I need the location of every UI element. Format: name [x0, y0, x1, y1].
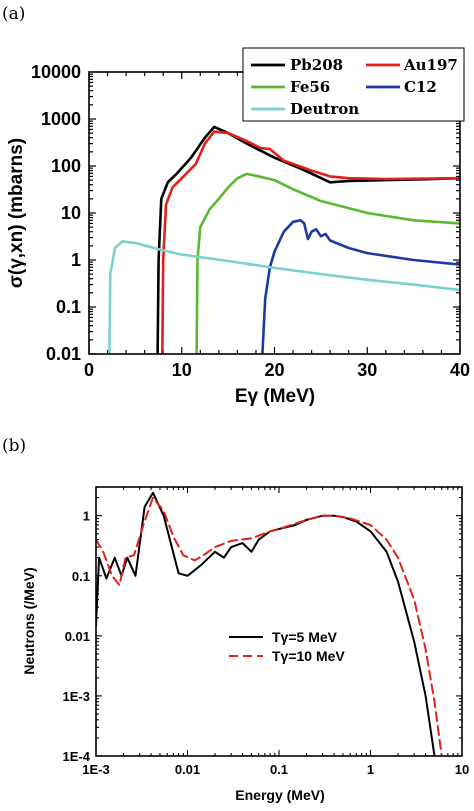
series-fe56 [195, 172, 460, 354]
y-tick-label-a: 0.01 [46, 344, 81, 364]
x-tick-label-a: 40 [450, 360, 470, 380]
legend-label-c12: C12 [404, 78, 437, 96]
y-tick-label-a: 10000 [31, 62, 81, 82]
y-tick-label-a: 1000 [41, 109, 81, 129]
legend-label-fe56: Fe56 [290, 78, 330, 96]
x-tick-label-a: 10 [172, 360, 192, 380]
y-axis-title-b: Neutrons (/MeV) [21, 567, 37, 674]
legend-label-deutron: Deutron [290, 100, 359, 118]
x-tick-label-b: 0.1 [270, 762, 288, 777]
series-pb208 [156, 125, 460, 354]
x-axis-title-a: Eγ (MeV) [235, 386, 315, 407]
chart-a: 0 10 20 30 40 0.01 0.1 1 10 100 1000 10000 Eγ (MeV)… [6, 47, 470, 407]
legend-label-t-10-mev: Tγ=10 MeV [272, 648, 345, 664]
x-axis-title-b: Energy (MeV) [235, 787, 324, 803]
y-tick-label-b: 1 [83, 509, 90, 524]
x-tick-label-b: 1E-3 [82, 762, 109, 777]
legend-label-au197: Au197 [403, 56, 458, 74]
y-tick-label-a: 1 [71, 250, 81, 270]
x-tick-label-b: 0.01 [175, 762, 200, 777]
y-tick-label-b: 0.1 [72, 569, 90, 584]
y-tick-label-a: 0.1 [56, 297, 81, 317]
series-deutron [108, 240, 460, 354]
series-au197 [161, 130, 460, 354]
series-c12 [261, 219, 460, 354]
y-axis-title-a: σ(γ,xn) (mbarns) [6, 138, 27, 288]
plot-frame-b [95, 486, 463, 757]
y-tick-label-b: 1E-3 [63, 689, 90, 704]
x-tick-label-a: 20 [264, 360, 284, 380]
legend-label-t-5-mev: Tγ=5 MeV [272, 629, 338, 645]
y-tick-label-a: 100 [51, 156, 81, 176]
x-tick-label-a: 30 [357, 360, 377, 380]
x-tick-label-b: 10 [455, 762, 469, 777]
series-t-10-mev [96, 496, 443, 756]
series-t-5-mev [96, 491, 436, 756]
y-tick-label-a: 10 [61, 203, 81, 223]
y-tick-label-b: 0.01 [65, 629, 90, 644]
y-tick-label-b: 1E-4 [63, 749, 91, 764]
x-tick-label-b: 1 [367, 762, 374, 777]
panel-label-a: (a) [2, 4, 25, 24]
legend-b: Tγ=5 MeV Tγ=10 MeV [229, 629, 345, 664]
panel-label-b: (b) [2, 436, 26, 456]
legend-label-pb208: Pb208 [290, 56, 343, 74]
legend-a: Pb208 Au197 Fe56 C12 Deutron [242, 47, 465, 122]
x-tick-label-a: 0 [84, 360, 94, 380]
